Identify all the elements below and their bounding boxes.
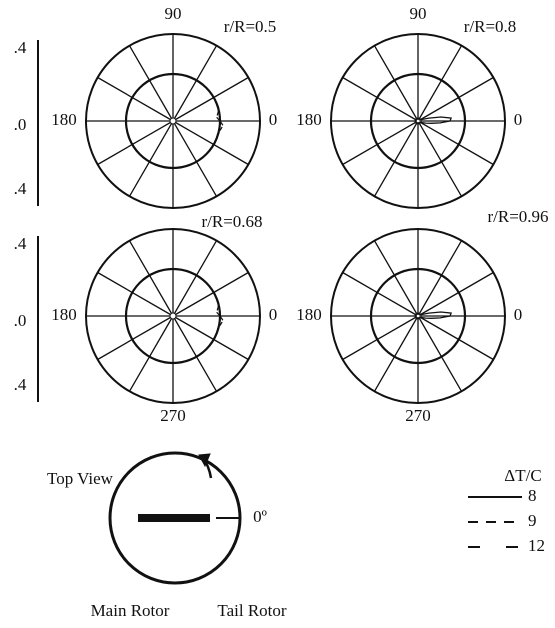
angle-label: 180 (51, 305, 77, 324)
angle-label: 180 (296, 305, 322, 324)
inset (108, 451, 242, 585)
spoke (172, 45, 218, 122)
plot-title: r/R=0.96 (487, 207, 548, 226)
angle-label: 180 (296, 110, 322, 129)
inset-title: Top View (47, 469, 114, 488)
tail-rotor-label: Tail Rotor (217, 601, 287, 620)
spoke (172, 120, 218, 197)
spoke (172, 315, 218, 392)
legend-label: 8 (528, 486, 537, 505)
spoke (97, 76, 174, 122)
spoke (417, 240, 463, 317)
spoke (128, 315, 174, 392)
spoke (172, 271, 249, 317)
scale-label: .0 (14, 115, 27, 134)
plot-title: r/R=0.5 (224, 17, 277, 36)
spoke (97, 315, 174, 361)
spoke (128, 45, 174, 122)
scale-label: .0 (14, 311, 27, 330)
spoke (417, 76, 494, 122)
angle-label: 0 (269, 110, 278, 129)
angle-label: 270 (160, 406, 186, 425)
spoke (342, 271, 419, 317)
angle-label: 0 (514, 305, 523, 324)
angle-label: 0 (269, 305, 278, 324)
spoke (97, 271, 174, 317)
legend-label: 12 (528, 536, 545, 555)
response-curve (125, 73, 224, 169)
spoke (417, 315, 463, 392)
scale-label: .4 (14, 234, 27, 253)
zero-label: 0º (253, 507, 267, 526)
angle-label: 270 (405, 406, 431, 425)
hub (169, 117, 177, 125)
hub (169, 312, 177, 320)
plot-title: r/R=0.8 (464, 17, 517, 36)
spoke (417, 271, 494, 317)
spoke (342, 76, 419, 122)
arrow-head (198, 453, 211, 468)
angle-label: 0 (514, 110, 523, 129)
spoke (417, 45, 463, 122)
spoke (373, 240, 419, 317)
spoke (128, 240, 174, 317)
spoke (128, 120, 174, 197)
spoke (417, 315, 494, 361)
main-rotor-label: Main Rotor (91, 601, 170, 620)
response-curve (415, 311, 453, 319)
scale-label: .4 (14, 375, 27, 394)
angle-label: 90 (410, 4, 427, 23)
spoke (342, 315, 419, 361)
plot-title: r/R=0.68 (201, 212, 262, 231)
spoke (417, 120, 463, 197)
legend-title: ΔT/C (504, 466, 541, 485)
spoke (97, 120, 174, 166)
spoke (172, 76, 249, 122)
spoke (342, 120, 419, 166)
spoke (172, 120, 249, 166)
scale-label: .4 (14, 38, 27, 57)
spoke (373, 315, 419, 392)
spoke (172, 315, 249, 361)
angle-label: 180 (51, 110, 77, 129)
scale-label: .4 (14, 179, 27, 198)
response-curve (415, 116, 453, 124)
spoke (373, 120, 419, 197)
spoke (417, 120, 494, 166)
spoke (172, 240, 218, 317)
spoke (373, 45, 419, 122)
response-curve (125, 268, 224, 364)
angle-label: 90 (165, 4, 182, 23)
legend-label: 9 (528, 511, 537, 530)
